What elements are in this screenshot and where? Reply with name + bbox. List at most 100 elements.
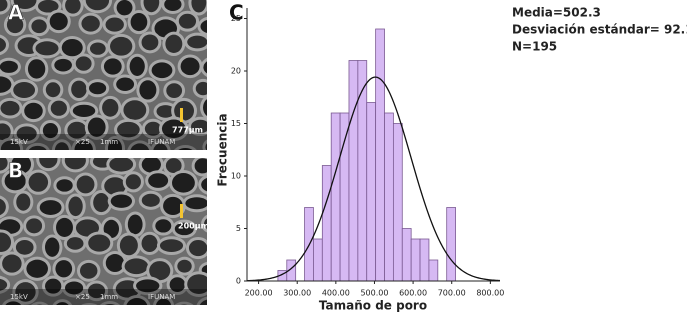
pore [88, 117, 106, 136]
pore [131, 13, 148, 31]
x-tick-label: 800.00 [476, 289, 504, 298]
pore [152, 62, 173, 78]
pore [79, 306, 100, 315]
pore [123, 100, 146, 120]
pore [29, 173, 48, 192]
y-tick-label: 15 [231, 119, 241, 128]
y-tick-label: 5 [236, 224, 241, 233]
pore [16, 194, 30, 211]
pore [31, 19, 46, 33]
pore [160, 239, 183, 252]
pore [175, 305, 194, 315]
histogram-bar [447, 208, 456, 282]
y-axis-title: Frecuencia [216, 113, 230, 186]
pore [128, 215, 143, 235]
y-tick-label: 0 [236, 277, 241, 286]
footer-text: 15kV [10, 293, 28, 301]
pore [203, 59, 227, 76]
pore [88, 234, 110, 251]
pore [165, 35, 182, 53]
pore [100, 304, 121, 315]
pore [187, 36, 207, 49]
pore [45, 238, 59, 257]
pore [67, 237, 84, 250]
footer-text: ×25 [75, 293, 90, 301]
pore [65, 152, 86, 170]
footer-text: IFUNAM [148, 138, 175, 146]
footer-text: 1mm [100, 293, 118, 301]
pore [80, 263, 98, 279]
pore [62, 39, 83, 56]
histogram-bar [429, 260, 438, 281]
x-axis-title: Tamaño de poro [319, 299, 427, 313]
footer-text: 1mm [100, 138, 118, 146]
footer-text: ×25 [75, 138, 90, 146]
pore [142, 194, 160, 207]
pore [142, 34, 159, 50]
pore [56, 179, 72, 191]
pore [76, 56, 92, 70]
histogram-bar [331, 113, 340, 281]
histogram-bar [393, 124, 402, 282]
pore [55, 260, 72, 277]
pore [126, 174, 141, 189]
pore [181, 58, 200, 76]
pore [13, 82, 35, 98]
x-tick-label: 700.00 [438, 289, 466, 298]
pore [196, 82, 211, 95]
x-tick-label: 600.00 [399, 289, 427, 298]
histogram-bar [402, 229, 411, 282]
pore [90, 42, 106, 54]
pore [46, 82, 61, 97]
histogram-bar [313, 239, 322, 281]
stat-mean: Media=502.3 [512, 6, 601, 20]
panel-label: B [8, 159, 23, 183]
pore [130, 57, 145, 76]
x-tick-label: 300.00 [283, 289, 311, 298]
pore [109, 157, 133, 172]
y-tick-label: 20 [231, 67, 241, 76]
pore [155, 219, 171, 232]
stat-sd: Desviación estándar= 92.134 [512, 23, 687, 37]
pore [148, 173, 168, 188]
histogram-bar [376, 29, 385, 281]
pore [73, 105, 96, 117]
pore [40, 200, 62, 215]
pore [51, 101, 67, 116]
pore [172, 173, 195, 193]
pore [106, 254, 124, 272]
pore [81, 16, 99, 32]
pore [145, 122, 161, 136]
histogram-bar [358, 61, 367, 282]
histogram-bar [411, 239, 420, 281]
pore [116, 78, 134, 91]
pore [0, 61, 18, 73]
pore [26, 218, 42, 233]
panel-label: A [8, 1, 24, 25]
y-tick-label: 10 [231, 172, 241, 181]
pore [163, 197, 183, 215]
pore [142, 235, 158, 252]
x-tick-label: 200.00 [245, 289, 273, 298]
pore [185, 197, 208, 209]
pore [117, 0, 133, 15]
scale-bar [180, 204, 183, 218]
pore [110, 37, 132, 56]
pore [179, 14, 196, 29]
footer-text: IFUNAM [148, 293, 175, 301]
histogram-bar [322, 166, 331, 282]
pore [177, 260, 191, 273]
pore [111, 194, 132, 207]
pore [93, 193, 109, 212]
pore [31, 305, 47, 315]
pore [26, 260, 48, 278]
footer-text: 15kV [10, 138, 28, 146]
pore [2, 255, 21, 273]
sem-image-a: A777μm15kV×251mmIFUNAM [0, 0, 230, 166]
pore [39, 150, 57, 168]
pore [195, 158, 211, 173]
pore [104, 58, 122, 74]
pore [166, 83, 182, 98]
pore [24, 103, 43, 119]
